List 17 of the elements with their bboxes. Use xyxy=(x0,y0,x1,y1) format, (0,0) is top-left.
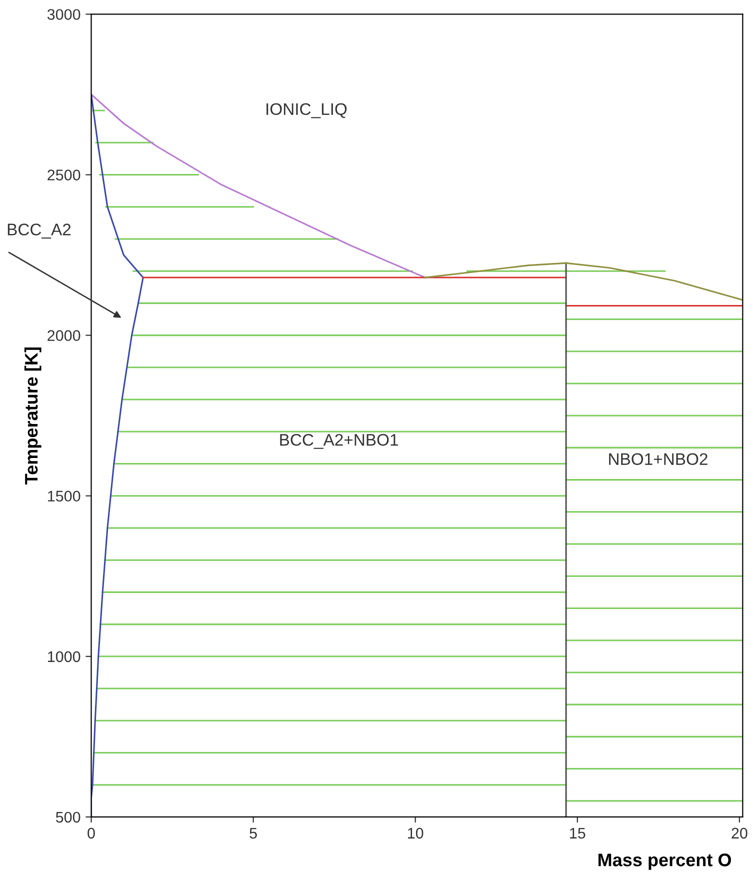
x-tick-label: 20 xyxy=(732,828,748,839)
annotation: NBO1+NBO2 xyxy=(609,453,708,466)
y-tick-label: 1000 xyxy=(48,651,80,662)
y-tick-label: 500 xyxy=(56,812,80,823)
x-axis-title: Mass percent O xyxy=(598,854,731,870)
annotation: IONIC_LIQ xyxy=(266,103,347,118)
y-tick-label: 2000 xyxy=(48,330,80,341)
x-tick-label: 10 xyxy=(408,828,424,839)
y-axis-title: Temperature [K] xyxy=(24,348,42,484)
x-tick-label: 5 xyxy=(250,828,257,839)
y-tick-label: 3000 xyxy=(47,9,80,20)
x-tick-label: 0 xyxy=(88,828,95,839)
y-tick-label: 1500 xyxy=(48,490,80,502)
annotation: BCC_A2+NBO1 xyxy=(280,434,398,449)
text: BCC_A2 xyxy=(8,224,71,239)
y-tick-label: 2500 xyxy=(48,170,80,180)
x-tick-label: 15 xyxy=(570,828,586,839)
